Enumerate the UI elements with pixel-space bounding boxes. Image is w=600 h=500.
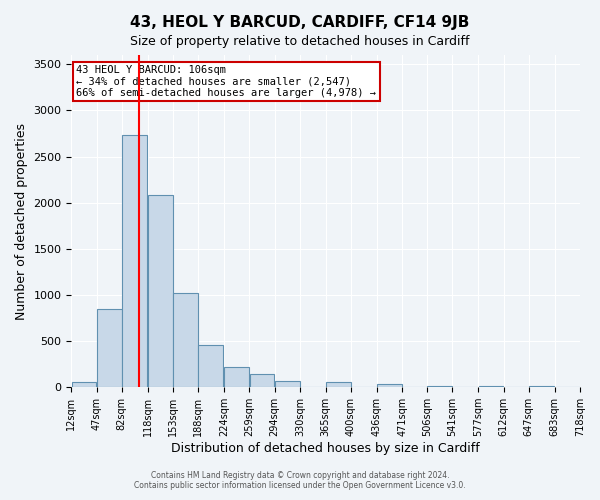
Bar [122,136,147,387]
Text: 43, HEOL Y BARCUD, CARDIFF, CF14 9JB: 43, HEOL Y BARCUD, CARDIFF, CF14 9JB [130,15,470,30]
Bar [326,382,351,387]
Bar [250,374,274,387]
Bar [97,309,122,387]
Y-axis label: Number of detached properties: Number of detached properties [15,122,28,320]
Bar [71,382,97,387]
Bar [275,381,299,387]
Bar [224,368,249,387]
Bar [529,386,554,387]
Bar [173,293,198,387]
Bar [199,345,223,387]
Text: Size of property relative to detached houses in Cardiff: Size of property relative to detached ho… [130,35,470,48]
X-axis label: Distribution of detached houses by size in Cardiff: Distribution of detached houses by size … [172,442,480,455]
Bar [479,386,503,387]
Bar [427,386,452,387]
Text: Contains HM Land Registry data © Crown copyright and database right 2024.
Contai: Contains HM Land Registry data © Crown c… [134,470,466,490]
Bar [148,196,173,387]
Bar [377,384,402,387]
Text: 43 HEOL Y BARCUD: 106sqm
← 34% of detached houses are smaller (2,547)
66% of sem: 43 HEOL Y BARCUD: 106sqm ← 34% of detach… [76,65,376,98]
